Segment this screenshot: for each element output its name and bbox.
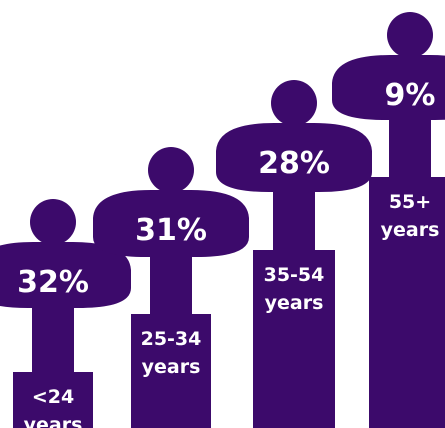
person-body	[332, 55, 445, 178]
age-bar	[131, 314, 211, 428]
person-body	[216, 123, 372, 251]
value-label: 32%	[17, 265, 89, 300]
person-body	[0, 242, 131, 373]
category-label-line1: <24	[32, 386, 74, 408]
person-body	[93, 190, 249, 315]
category-label-line2: years	[381, 219, 440, 241]
category-label-line2: years	[265, 292, 324, 314]
person-head	[148, 147, 194, 193]
category-label-line1: 35-54	[264, 264, 325, 286]
value-label: 28%	[258, 146, 330, 181]
person-head	[387, 12, 433, 58]
age-bar	[13, 372, 93, 428]
value-label: 9%	[385, 78, 436, 113]
value-label: 31%	[135, 213, 207, 248]
person-head	[271, 80, 317, 126]
category-label-line1: 55+	[389, 191, 431, 213]
age-bar	[253, 250, 335, 428]
category-label-line2: years	[24, 414, 83, 428]
category-label-line1: 25-34	[141, 328, 202, 350]
category-label-line2: years	[142, 356, 201, 378]
age-bar	[369, 177, 445, 428]
person-head	[30, 199, 76, 245]
